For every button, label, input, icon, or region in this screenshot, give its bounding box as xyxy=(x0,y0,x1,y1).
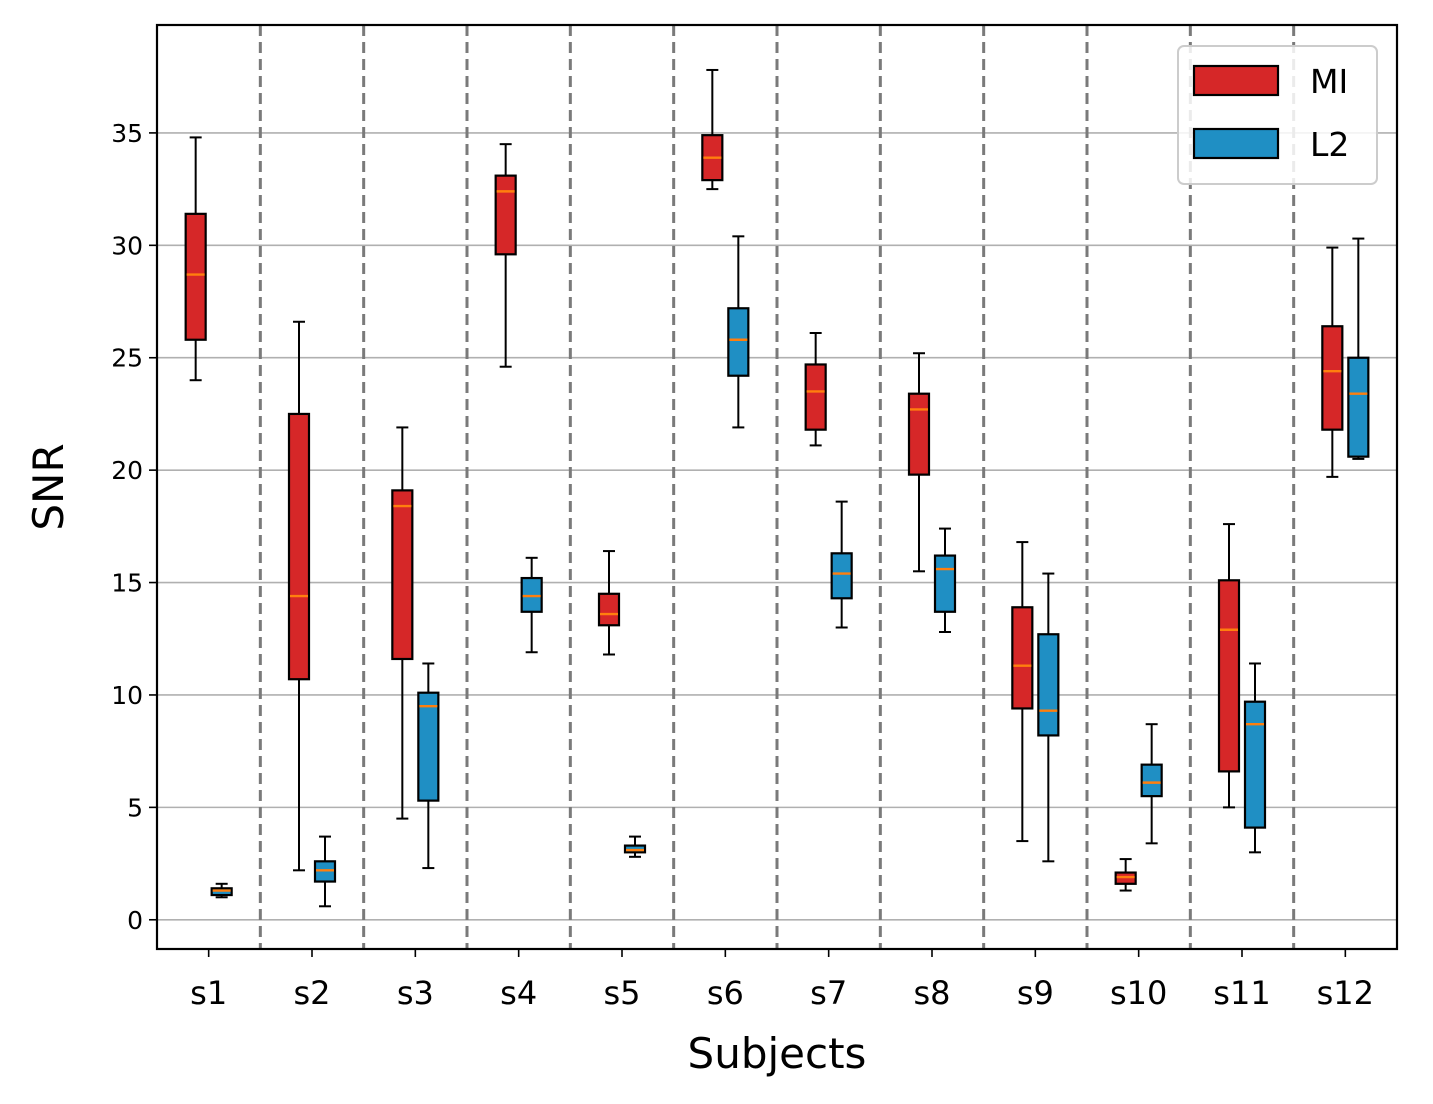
box-L2-s11 xyxy=(1243,662,1267,854)
box-L2-s1 xyxy=(210,882,233,899)
iqr-box xyxy=(417,691,440,802)
y-tick-label: 30 xyxy=(111,231,143,260)
box-MI-s7 xyxy=(804,332,827,447)
y-tick-label: 5 xyxy=(127,793,143,822)
box-L2-s5 xyxy=(623,835,647,858)
x-tick-label: s4 xyxy=(500,974,537,1012)
iqr-box xyxy=(1347,356,1370,458)
box-L2-s4 xyxy=(520,556,543,654)
iqr-box xyxy=(1321,325,1344,431)
box-MI-s2 xyxy=(287,320,311,872)
iqr-box xyxy=(1011,606,1034,710)
y-tick-label: 0 xyxy=(127,906,143,935)
box-L2-s10 xyxy=(1140,723,1163,845)
x-tick-label: s10 xyxy=(1110,974,1167,1012)
x-axis-ticks: s1 s2 s3 s4 s5 s6 s7 s8 s9 s10 s11 s12 xyxy=(190,949,1374,1012)
box-L2-s3 xyxy=(417,662,440,870)
x-tick-label: s5 xyxy=(603,974,640,1012)
box-L2-s6 xyxy=(727,235,750,429)
y-tick-label: 20 xyxy=(111,456,143,485)
box-MI-s10 xyxy=(1114,858,1137,892)
box-plots xyxy=(184,68,1370,908)
box-MI-s8 xyxy=(907,352,931,573)
iqr-box xyxy=(1140,763,1163,798)
box-L2-s8 xyxy=(933,527,957,634)
iqr-box xyxy=(1243,700,1267,829)
x-axis-label: Subjects xyxy=(688,1029,867,1078)
y-axis-label: SNR xyxy=(24,443,73,530)
iqr-box xyxy=(727,307,750,377)
subject-separators xyxy=(258,25,1296,949)
iqr-box xyxy=(804,363,827,431)
x-tick-label: s9 xyxy=(1017,974,1054,1012)
iqr-box xyxy=(494,174,517,256)
x-tick-label: s11 xyxy=(1213,974,1270,1012)
y-axis-ticks: 0 5 10 15 20 25 30 35 xyxy=(111,119,157,935)
iqr-box xyxy=(391,489,414,661)
iqr-box xyxy=(184,212,207,341)
iqr-box xyxy=(597,592,621,627)
y-tick-label: 10 xyxy=(111,681,143,710)
box-L2-s7 xyxy=(830,500,853,629)
box-L2-s2 xyxy=(313,835,337,908)
box-MI-s9 xyxy=(1011,541,1034,843)
box-MI-s12 xyxy=(1321,246,1344,478)
box-MI-s4 xyxy=(494,143,517,368)
box-L2-s9 xyxy=(1037,572,1060,863)
box-MI-s11 xyxy=(1217,523,1241,809)
iqr-box xyxy=(933,554,957,613)
box-MI-s1 xyxy=(184,136,207,382)
box-L2-s12 xyxy=(1347,237,1370,460)
x-tick-label: s7 xyxy=(810,974,847,1012)
x-tick-label: s3 xyxy=(397,974,434,1012)
legend: MI L2 xyxy=(1177,45,1378,185)
y-tick-label: 25 xyxy=(111,344,143,373)
x-tick-label: s12 xyxy=(1317,974,1374,1012)
plot-frame xyxy=(155,23,1399,951)
y-tick-label: 15 xyxy=(111,569,143,598)
legend-label-L2: L2 xyxy=(1310,125,1349,164)
legend-swatch-L2 xyxy=(1192,127,1280,160)
x-tick-label: s1 xyxy=(190,974,227,1012)
y-tick-label: 35 xyxy=(111,119,143,148)
iqr-box xyxy=(287,412,311,681)
legend-swatch-MI xyxy=(1192,64,1280,97)
x-tick-label: s2 xyxy=(293,974,330,1012)
x-tick-label: s6 xyxy=(707,974,744,1012)
iqr-box xyxy=(1217,579,1241,773)
x-tick-label: s8 xyxy=(913,974,950,1012)
iqr-box xyxy=(907,392,931,476)
box-MI-s3 xyxy=(391,426,414,820)
box-MI-s6 xyxy=(701,68,724,191)
legend-label-MI: MI xyxy=(1310,62,1348,101)
box-MI-s5 xyxy=(597,550,621,656)
iqr-box xyxy=(830,552,853,600)
iqr-box xyxy=(1037,633,1060,737)
